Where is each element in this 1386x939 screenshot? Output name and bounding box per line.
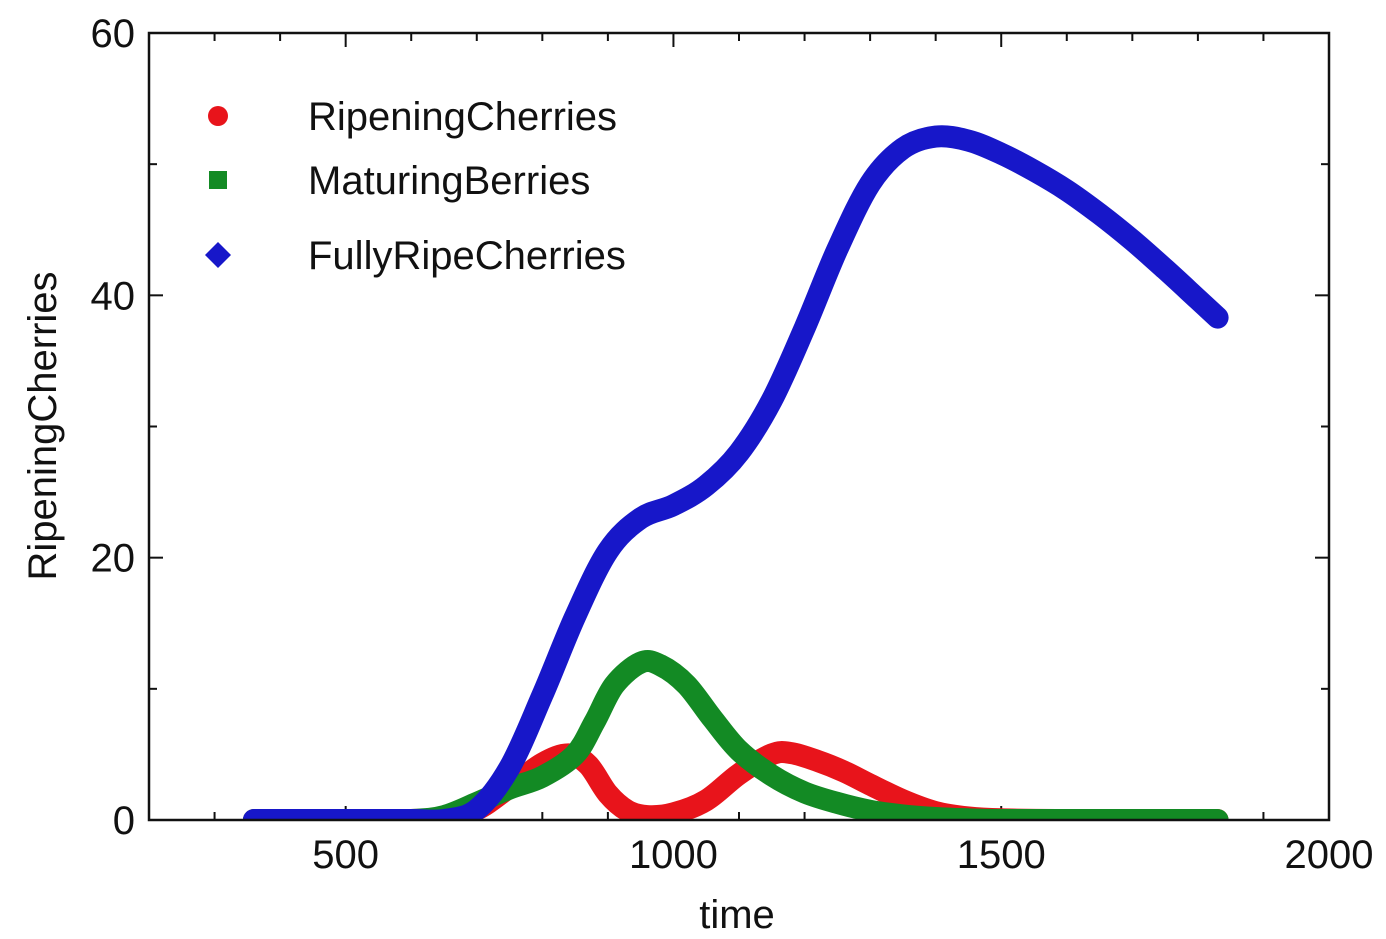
legend: RipeningCherries MaturingBerries FullyRipe… bbox=[205, 95, 626, 278]
x-axis-title: time bbox=[699, 893, 775, 937]
legend-label-fully-ripe-cherries: FullyRipeCherries bbox=[308, 234, 626, 278]
x-tick-label: 1000 bbox=[629, 833, 718, 877]
legend-marker-ripening-cherries bbox=[208, 106, 228, 126]
plot-background bbox=[149, 33, 1329, 820]
legend-marker-maturing-berries bbox=[209, 171, 227, 189]
legend-marker-fully-ripe-cherries bbox=[205, 242, 231, 268]
y-tick-label: 0 bbox=[113, 799, 135, 843]
y-tick-label: 20 bbox=[91, 537, 136, 581]
y-tick-label: 60 bbox=[91, 12, 136, 56]
tick-labels: 500 1000 1500 2000 0 20 40 60 bbox=[91, 12, 1374, 877]
legend-label-ripening-cherries: RipeningCherries bbox=[308, 95, 617, 139]
series-line-fully-ripe-cherries bbox=[242, 125, 1229, 820]
plot-frame bbox=[147, 31, 1331, 822]
y-tick-label: 40 bbox=[91, 274, 136, 318]
x-tick-label: 2000 bbox=[1285, 833, 1374, 877]
x-tick-label: 500 bbox=[312, 833, 379, 877]
x-tick-label: 1500 bbox=[957, 833, 1046, 877]
y-axis-title: RipeningCherries bbox=[21, 271, 65, 580]
legend-label-maturing-berries: MaturingBerries bbox=[308, 159, 590, 203]
